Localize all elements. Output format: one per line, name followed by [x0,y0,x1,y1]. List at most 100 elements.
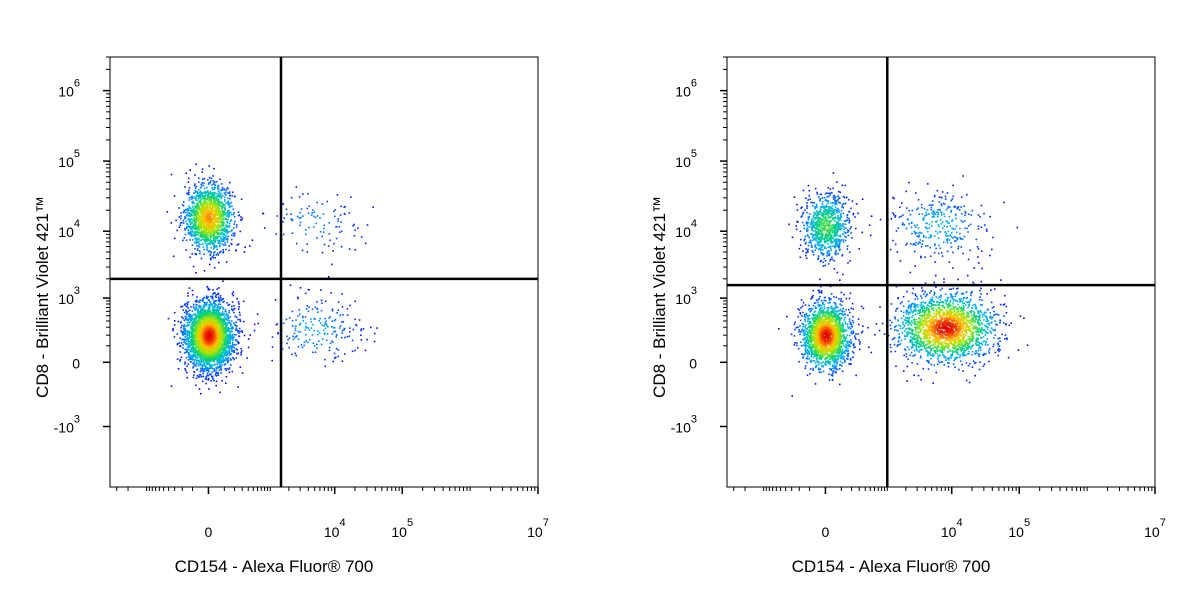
event-dot [229,358,232,360]
event-dot [192,325,194,328]
event-dot [207,232,209,234]
event-dot [211,223,214,226]
event-dot [195,198,197,200]
event-dot [192,314,194,316]
event-dot [181,332,184,335]
event-dot [221,210,223,213]
event-dot [208,235,211,237]
event-dot [223,189,226,191]
event-dot [238,342,240,344]
event-dot [196,314,198,316]
event-dot [184,317,187,320]
event-dot [214,347,217,350]
event-dot [221,348,224,350]
event-dot [196,249,199,251]
event-dot [225,353,228,356]
event-dot [232,232,235,235]
event-dot [216,363,218,366]
event-dot [181,316,183,318]
event-dot [235,348,237,350]
event-dot [213,194,216,196]
event-dot [241,331,244,333]
event-dot [211,311,213,314]
event-dot [205,240,207,242]
event-dot [196,359,199,362]
event-dot [196,227,199,230]
event-dot [215,322,218,324]
event-dot [357,227,359,229]
event-dot [202,352,204,354]
event-dot [224,321,226,323]
event-dot [221,240,223,242]
event-dot [197,308,199,310]
event-dot [205,338,207,341]
event-dot [208,331,210,333]
event-dot [182,204,185,207]
event-dot [192,330,195,332]
event-dot [214,237,216,239]
event-dot [190,360,192,363]
event-dot [193,337,196,339]
event-dot [353,223,355,226]
event-dot [215,254,218,256]
event-dot [195,309,197,311]
event-dot [217,316,219,318]
event-dot [198,356,201,359]
event-dot [205,304,208,307]
event-dot [236,353,239,355]
event-dot [222,334,224,337]
event-dot [200,215,203,217]
event-dot [207,320,210,323]
event-dot [217,217,220,220]
event-dot [192,211,195,213]
event-dot [218,358,221,360]
event-dot [201,300,204,302]
event-dot [197,231,200,234]
event-dot [327,245,330,247]
event-dot [212,247,215,250]
event-dot [216,359,218,361]
event-dot [202,357,204,360]
event-dot [201,380,204,383]
event-dot [210,201,212,204]
event-dot [222,324,224,326]
event-dot [225,238,228,241]
event-dot [195,350,198,353]
event-dot [189,227,192,229]
event-dot [216,316,218,319]
event-dot [198,207,200,209]
event-dot [206,363,208,366]
event-dot [219,295,222,297]
event-dot [193,364,196,367]
event-dot [200,322,202,325]
event-dot [197,181,200,184]
event-dot [187,363,189,365]
event-dot [206,348,209,351]
event-dot [217,343,219,345]
event-dot [188,233,191,236]
event-dot [217,315,220,317]
event-dot [184,339,186,342]
event-dot [229,206,231,209]
event-dot [206,227,209,230]
event-dot [219,242,221,244]
event-dot [215,212,218,215]
event-dot [313,226,315,228]
event-dot [211,375,213,377]
event-dot [219,315,222,317]
event-dot [198,196,201,199]
event-dot [216,305,219,307]
event-dot [200,257,203,260]
event-dot [222,350,224,352]
event-dot [213,235,216,237]
event-dot [222,204,225,206]
event-dot [191,333,193,336]
event-dot [203,217,205,220]
event-dot [167,317,170,320]
population-cd8-cd154- [262,186,374,278]
event-dot [190,347,192,350]
event-dot [221,225,224,227]
event-dot [209,350,212,353]
event-dot [212,333,215,335]
event-dot [218,241,221,244]
